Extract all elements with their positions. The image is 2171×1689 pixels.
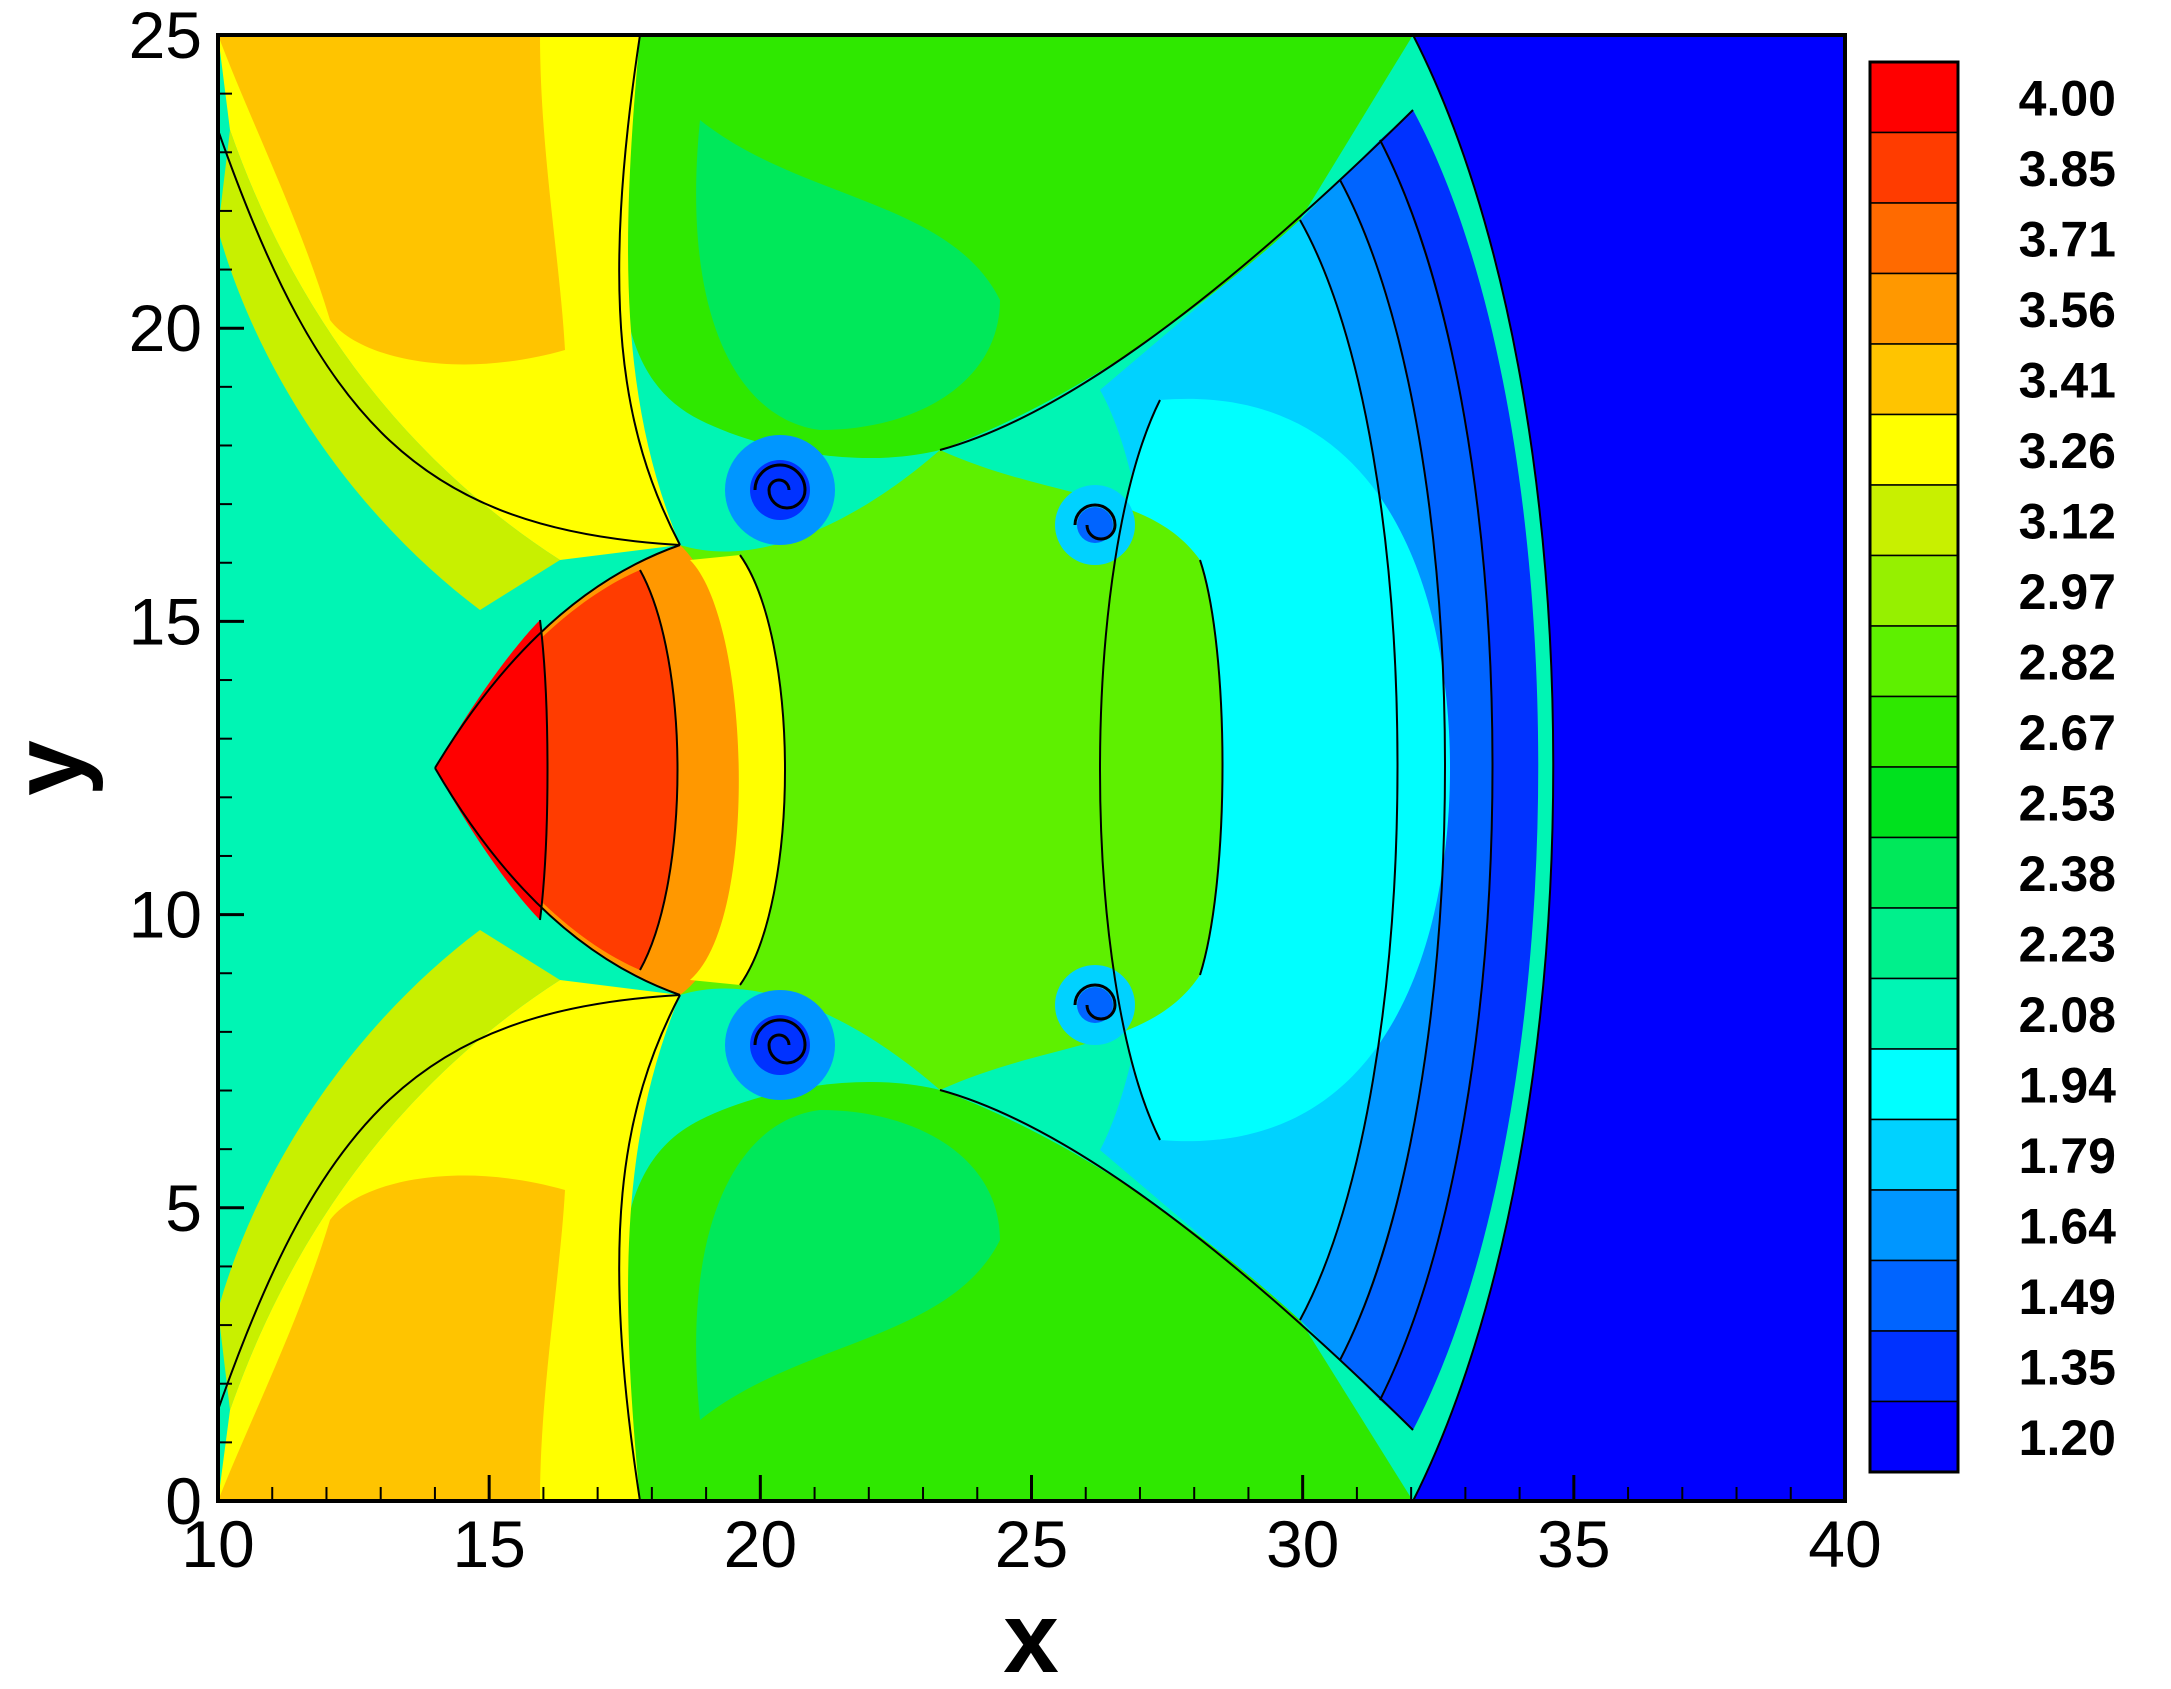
region-lime-upper: [218, 130, 560, 610]
band-1.35: [1380, 110, 1539, 1430]
legend-swatch: [1869, 131, 1959, 204]
legend-swatch: [1869, 1118, 1959, 1191]
legend-swatch: [1869, 977, 1959, 1050]
legend-label: 2.82: [2019, 634, 2116, 690]
y-tick-label: 15: [129, 584, 202, 658]
contour-lines: [218, 35, 1555, 1501]
vortex-lower-right: [1055, 965, 1135, 1045]
legend-label: 2.08: [2019, 987, 2116, 1043]
legend-label: 1.79: [2019, 1128, 2116, 1184]
vortex-lower-left: [725, 990, 835, 1100]
x-axis-title: x: [1003, 1582, 1059, 1689]
vortex-upper-left: [725, 435, 835, 545]
legend-label: 3.85: [2019, 141, 2116, 197]
x-tick-label: 30: [1266, 1507, 1339, 1581]
region-mach-inner: [435, 570, 678, 970]
legend-swatch: [1869, 484, 1959, 557]
legend-label: 3.12: [2019, 493, 2116, 549]
legend-label: 1.20: [2019, 1410, 2116, 1466]
region-yellow-band: [690, 555, 785, 985]
legend-label: 2.38: [2019, 846, 2116, 902]
band-1.49: [1340, 140, 1493, 1400]
y-tick-label: 10: [129, 878, 202, 952]
legend-frame: [1868, 60, 1960, 1474]
x-tick-label: 10: [181, 1507, 254, 1581]
legend-swatch: [1869, 1259, 1959, 1332]
region-orange-lower: [218, 1175, 565, 1501]
x-tick-label: 20: [724, 1507, 797, 1581]
legend-swatch: [1869, 766, 1959, 839]
legend-swatch: [1869, 554, 1959, 627]
color-legend: 4.00 3.85 3.71 3.56 3.41 3.26 3.12 2.97 2.82 2.67…: [1868, 60, 2117, 1474]
legend-label: 2.67: [2019, 705, 2116, 761]
legend-swatch: [1869, 907, 1959, 980]
legend-label: 4.00: [2019, 70, 2116, 126]
legend-swatch: [1869, 695, 1959, 768]
band-1.64: [1300, 180, 1445, 1360]
legend-label: 1.64: [2019, 1198, 2117, 1254]
x-tick-label: 40: [1808, 1507, 1881, 1581]
y-tick-label: 0: [165, 1464, 202, 1538]
legend-label: 2.23: [2019, 916, 2116, 972]
legend-swatch: [1869, 625, 1959, 698]
legend-swatch: [1869, 202, 1959, 275]
legend-label: 3.26: [2019, 423, 2116, 479]
region-teal-lower: [696, 1110, 1000, 1420]
y-tick-label: 5: [165, 1171, 202, 1245]
legend-label: 2.97: [2019, 564, 2116, 620]
legend-swatch: [1869, 61, 1959, 134]
legend-label: 2.53: [2019, 775, 2116, 831]
region-lime-lower: [218, 930, 560, 1410]
legend-label: 3.41: [2019, 352, 2116, 408]
x-tick-label: 25: [995, 1507, 1068, 1581]
legend-label: 1.49: [2019, 1269, 2116, 1325]
region-center: [680, 450, 1223, 1090]
y-axis: 0 5 10 15 20 25: [129, 0, 244, 1538]
x-tick-label: 35: [1537, 1507, 1610, 1581]
y-tick-label: 25: [129, 0, 202, 72]
legend-swatch: [1869, 413, 1959, 486]
region-teal-upper: [696, 120, 1000, 430]
legend-label: 1.35: [2019, 1339, 2116, 1395]
legend-swatch: [1869, 1189, 1959, 1262]
legend-swatch: [1869, 1048, 1959, 1121]
legend-swatch: [1869, 343, 1959, 416]
region-mach-core: [435, 620, 548, 920]
x-tick-label: 15: [452, 1507, 525, 1581]
legend-label: 3.56: [2019, 282, 2116, 338]
legend-swatch: [1869, 836, 1959, 909]
x-axis: 10 15 20 25 30 35 40: [181, 1475, 1882, 1581]
y-tick-label: 20: [129, 291, 202, 365]
legend-swatch: [1869, 1400, 1959, 1473]
region-orange-upper: [218, 35, 565, 365]
legend-swatch: [1869, 272, 1959, 345]
legend-label: 3.71: [2019, 211, 2116, 267]
vortex-upper-right: [1055, 485, 1135, 565]
contour-field: [218, 35, 1845, 1501]
y-axis-title: y: [0, 740, 104, 796]
legend-swatch: [1869, 1330, 1959, 1403]
legend-label: 1.94: [2019, 1057, 2117, 1113]
